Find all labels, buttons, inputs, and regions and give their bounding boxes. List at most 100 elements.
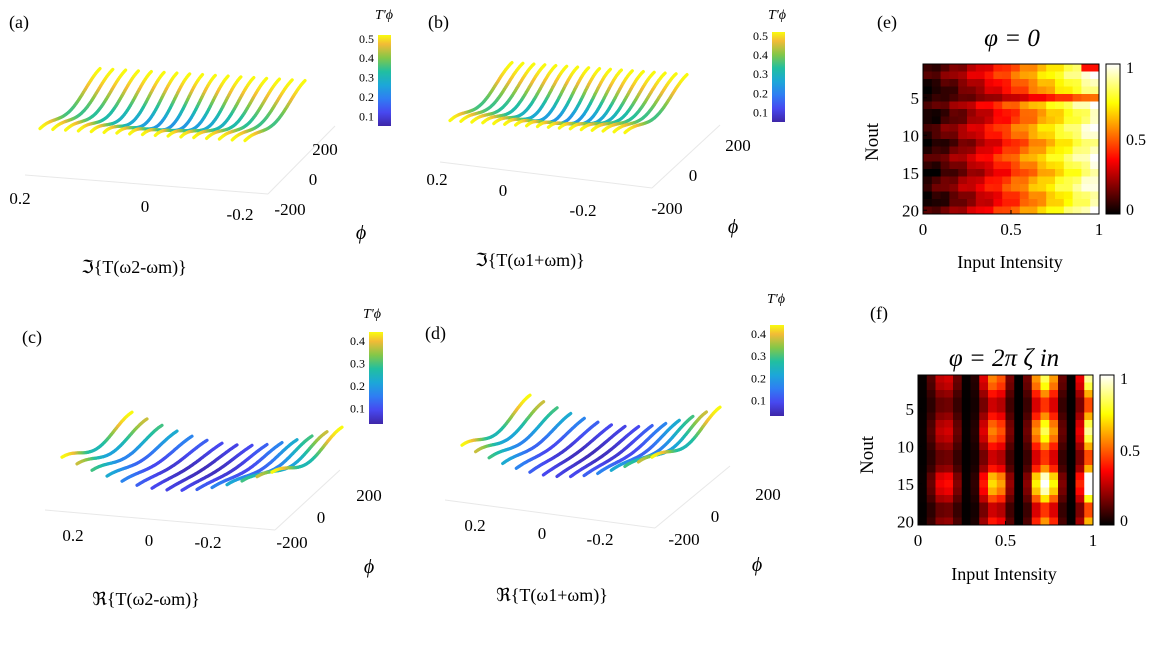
y-tick-c-2: -200 — [276, 533, 307, 552]
colorbar-tick-d-1: 0.3 — [751, 349, 766, 363]
curve-d-11 — [596, 421, 668, 476]
colorbar-tick-c-1: 0.3 — [350, 356, 365, 370]
heatmap-cell — [984, 176, 994, 185]
heatmap-cell — [1075, 465, 1085, 473]
heatmap-cell — [949, 71, 959, 80]
heatmap-cell — [1075, 397, 1085, 406]
heatmap-cell — [970, 510, 980, 518]
heatmap-cell — [1028, 109, 1038, 117]
heatmap-cell — [1002, 64, 1012, 72]
heatmap-cell — [1058, 472, 1068, 481]
heatmap-cell — [1075, 435, 1085, 443]
x-label-b: ℑ{T(ω1+ωm)} — [475, 250, 585, 271]
x-tick-a-0: 0.2 — [9, 189, 30, 208]
heatmap-cell — [970, 435, 980, 443]
heatmap-cell — [1011, 94, 1021, 102]
heatmap-cell — [940, 169, 950, 177]
heatmap-cell — [988, 435, 998, 443]
heatmap-cell — [961, 412, 971, 421]
heatmap-cell — [949, 109, 959, 117]
heatmap-cell — [926, 465, 936, 473]
heatmap-cell — [1046, 131, 1056, 140]
heatmap-cell — [1040, 502, 1050, 511]
heatmap-cell — [1046, 154, 1056, 162]
heatmap-cell — [1040, 382, 1050, 391]
heatmap-cell — [975, 109, 985, 117]
heatmap-cell — [988, 382, 998, 391]
heatmap-cell — [984, 124, 994, 132]
panel-label-e: (e) — [877, 12, 897, 33]
heatmap-cell — [926, 405, 936, 413]
heatmap-cell — [1081, 199, 1091, 207]
heatmap-cell — [1058, 465, 1068, 473]
heatmap-cell — [953, 427, 963, 436]
heatmap-cell — [1081, 109, 1091, 117]
heatmap-cell — [1028, 131, 1038, 140]
heatmap-cell — [1031, 472, 1041, 481]
heatmap-cell — [1055, 124, 1065, 132]
heatmap-cell — [1084, 435, 1094, 443]
heatmap-cell — [944, 472, 954, 481]
curve-a-11 — [166, 74, 230, 138]
heatmap-cell — [940, 109, 950, 117]
heatmap-cell — [923, 124, 933, 132]
heatmap-cell — [1040, 517, 1050, 526]
heatmap-cell — [993, 169, 1003, 177]
heatmap-cell — [1011, 131, 1021, 140]
heatmap-cell — [1002, 109, 1012, 117]
heatmap-cell — [923, 169, 933, 177]
colorbar-tick-f-1: 0.5 — [1120, 443, 1140, 460]
heatmap-cell — [1028, 139, 1038, 147]
heatmap-cell — [1090, 79, 1100, 87]
y-tick-f-2: 15 — [897, 475, 914, 494]
heatmap-cell — [1081, 176, 1091, 185]
heatmap-cell — [1072, 154, 1082, 162]
panel-label-d: (d) — [425, 323, 446, 344]
heatmap-cell — [940, 191, 950, 200]
heatmap-cell — [1081, 131, 1091, 140]
heatmap-cell — [984, 154, 994, 162]
heatmap-cell — [1066, 517, 1076, 526]
heatmap-cell — [967, 161, 977, 170]
heatmap-cell — [944, 517, 954, 526]
x-tick-e-1: 0.5 — [1000, 220, 1021, 239]
heatmap-cell — [918, 510, 928, 518]
heatmap-cell — [926, 457, 936, 466]
heatmap-cell — [1014, 412, 1024, 421]
heatmap-cell — [926, 382, 936, 391]
heatmap-cell — [988, 427, 998, 436]
heatmap-cell — [931, 109, 941, 117]
heatmap-cell — [1023, 442, 1033, 451]
heatmap-cell — [1075, 480, 1085, 488]
curve-c-11 — [210, 441, 284, 490]
heatmap-cell — [1002, 101, 1012, 110]
heatmap-cell — [1075, 442, 1085, 451]
heatmap-cell — [1028, 94, 1038, 102]
heatmap-cell — [944, 412, 954, 421]
heatmap-cell — [1072, 146, 1082, 155]
curves-d — [460, 393, 722, 479]
heatmap-cell — [961, 457, 971, 466]
heatmap-cell — [1037, 139, 1047, 147]
curve-a-15 — [217, 77, 281, 141]
heatmap-cell — [1005, 495, 1015, 503]
heatmap-cell — [1055, 154, 1065, 162]
curve-b-1 — [448, 60, 514, 123]
heatmap-cell — [993, 131, 1003, 140]
heatmap-cell — [953, 472, 963, 481]
axis-box-d — [444, 465, 731, 529]
y-tick-d-2: -200 — [668, 530, 699, 549]
heatmap-cell — [1049, 510, 1059, 518]
heatmap-cell — [1019, 169, 1029, 177]
heatmap-cell — [1046, 199, 1056, 207]
heatmap-cell — [1019, 146, 1029, 155]
heatmap-cell — [993, 191, 1003, 200]
heatmap-cell — [1019, 86, 1029, 95]
colorbar-b — [772, 32, 785, 122]
heatmap-cell — [1023, 412, 1033, 421]
heatmap-cell — [923, 64, 933, 72]
heatmap-cell — [1046, 71, 1056, 80]
heatmap-cell — [1058, 517, 1068, 526]
heatmap-cell — [1084, 517, 1094, 526]
